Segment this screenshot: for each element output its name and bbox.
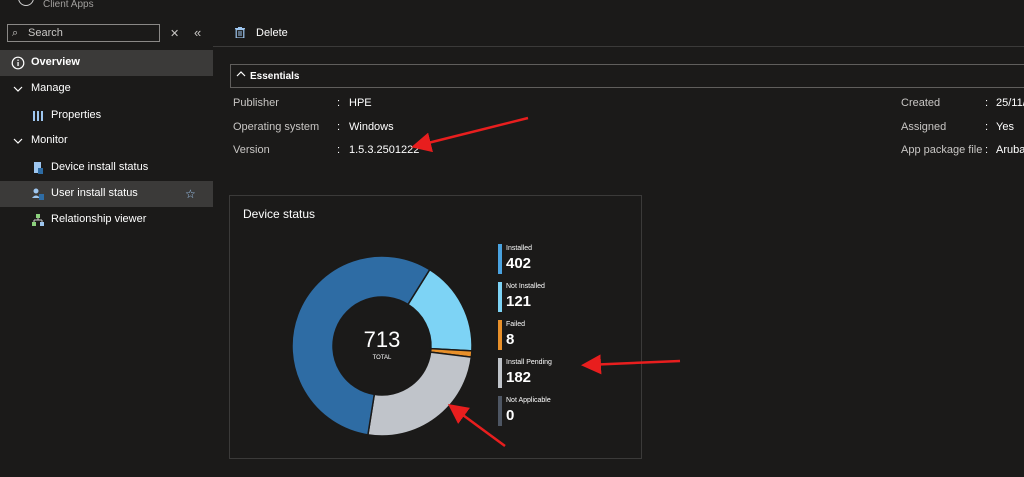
device-status-title: Device status <box>243 207 316 221</box>
command-bar: Delete <box>213 22 1024 47</box>
sidebar-item-label: User install status <box>51 187 138 199</box>
property-label: Assigned <box>901 121 947 133</box>
sidebar-item-label: Relationship viewer <box>51 213 147 225</box>
donut-hole <box>334 298 430 394</box>
search-placeholder: Search <box>28 27 63 39</box>
page-subtitle: Client Apps <box>43 0 94 10</box>
favorite-star-icon[interactable]: ☆ <box>185 187 196 201</box>
sidebar-group-monitor[interactable]: Monitor <box>0 128 213 154</box>
legend-label: Installed <box>506 245 533 252</box>
legend-label: Not Applicable <box>506 397 551 404</box>
property-label: Publisher <box>233 97 279 109</box>
top-bar: Client Apps <box>0 0 1024 14</box>
property-colon: : <box>985 121 989 133</box>
annotation-arrow-version <box>411 116 529 153</box>
annotation-arrow-install-pending <box>581 354 681 375</box>
relationship-icon <box>31 213 45 227</box>
sidebar-item-label: Device install status <box>51 161 149 173</box>
trash-icon <box>235 27 245 38</box>
property-colon: : <box>985 144 989 156</box>
legend-item-failed: Failed 8 <box>498 320 618 354</box>
legend-swatch <box>498 396 502 426</box>
sidebar-item-user-install-status[interactable]: User install status ☆ <box>0 181 213 207</box>
essentials-title: Essentials <box>250 71 300 82</box>
search-input[interactable]: ⌕ Search <box>7 24 160 42</box>
sidebar-item-properties[interactable]: Properties <box>0 103 213 129</box>
sidebar-group-manage[interactable]: Manage <box>0 76 213 102</box>
device-status-donut-chart <box>291 255 473 437</box>
property-label: Operating system <box>233 121 320 133</box>
sidebar: ⌕ Search ✕ « Overview Manage Properties … <box>0 20 213 477</box>
legend-item-not-applicable: Not Applicable 0 <box>498 396 618 430</box>
donut-slice-install-pending[interactable] <box>367 351 473 437</box>
property-value: HPE <box>349 97 372 109</box>
chevron-down-icon <box>11 134 25 148</box>
legend-item-install-pending: Install Pending 182 <box>498 358 618 392</box>
property-value: Yes <box>996 121 1014 133</box>
property-label: App package file <box>901 144 983 156</box>
legend-value: 402 <box>506 255 532 272</box>
annotation-arrow-donut <box>447 404 506 448</box>
property-value: Aruba_ <box>996 144 1024 156</box>
essentials-toggle[interactable]: Essentials <box>230 64 1024 88</box>
close-icon[interactable]: ✕ <box>170 28 180 40</box>
sidebar-item-device-install-status[interactable]: Device install status <box>0 155 213 181</box>
device-icon <box>31 161 45 175</box>
legend-item-not-installed: Not Installed 121 <box>498 282 618 316</box>
info-icon <box>11 56 25 70</box>
donut-total-label: TOTAL <box>372 355 392 361</box>
main-content: Delete Essentials Publisher : HPE Operat… <box>213 0 1024 477</box>
legend-swatch <box>498 358 502 388</box>
legend-label: Not Installed <box>506 283 545 290</box>
property-label: Version <box>233 144 270 156</box>
device-status-card[interactable]: Device status 713 TOTAL Installed 402 No… <box>229 195 642 459</box>
property-value: Windows <box>349 121 394 133</box>
property-label: Created <box>901 97 941 109</box>
collapse-icon[interactable]: « <box>194 25 202 40</box>
property-colon: : <box>337 97 341 109</box>
sidebar-item-label: Overview <box>31 56 80 68</box>
sidebar-item-label: Properties <box>51 109 102 121</box>
donut-total-value: 713 <box>363 327 401 352</box>
legend-swatch <box>498 320 502 350</box>
delete-button[interactable]: Delete <box>213 22 303 46</box>
property-colon: : <box>985 97 989 109</box>
legend-value: 0 <box>506 407 515 424</box>
legend-label: Failed <box>506 321 526 328</box>
property-value: 1.5.3.2501222 <box>349 144 420 156</box>
property-colon: : <box>337 121 341 133</box>
search-icon: ⌕ <box>12 27 19 39</box>
sidebar-item-label: Manage <box>31 82 71 94</box>
property-colon: : <box>337 144 341 156</box>
legend-value: 8 <box>506 331 515 348</box>
donut-slice-installed[interactable] <box>291 255 431 436</box>
user-icon <box>31 187 45 201</box>
legend-label: Install Pending <box>506 359 552 366</box>
legend-swatch <box>498 282 502 312</box>
properties-icon <box>31 109 45 123</box>
delete-label: Delete <box>256 27 288 39</box>
legend-value: 121 <box>506 293 532 310</box>
legend-value: 182 <box>506 369 532 386</box>
property-value: 25/11/ <box>996 97 1024 109</box>
sidebar-item-overview[interactable]: Overview <box>0 50 213 76</box>
legend-item-installed: Installed 402 <box>498 244 618 278</box>
sidebar-item-label: Monitor <box>31 134 68 146</box>
chevron-up-icon <box>236 69 246 82</box>
chevron-down-icon <box>11 82 25 96</box>
legend-swatch <box>498 244 502 274</box>
sidebar-item-relationship-viewer[interactable]: Relationship viewer <box>0 207 213 233</box>
